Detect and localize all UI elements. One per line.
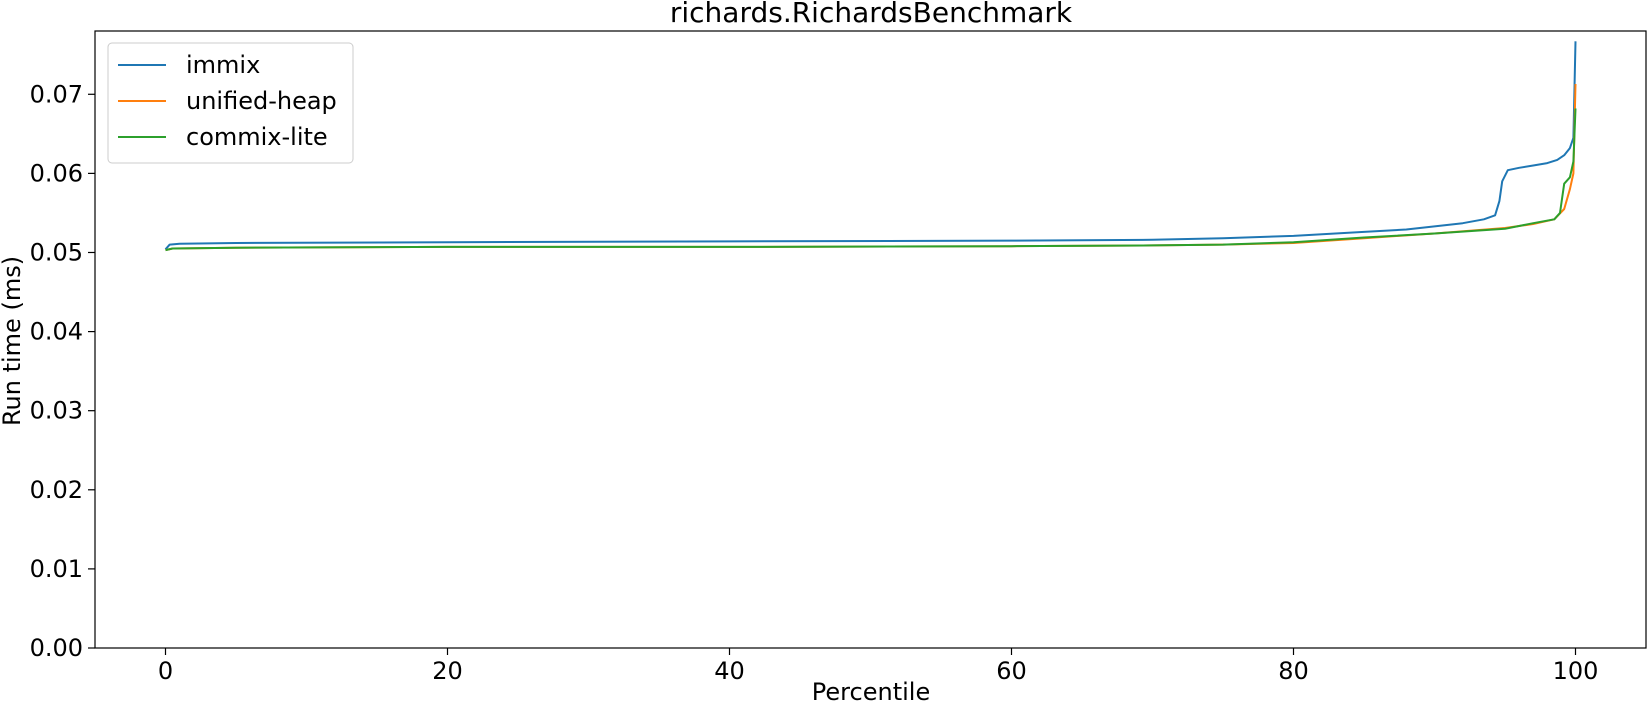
y-tick-label: 0.06	[30, 159, 83, 187]
x-axis: 0 20 40 60 80 100	[158, 648, 1599, 685]
x-axis-label: Percentile	[812, 678, 930, 706]
y-tick-label: 0.04	[30, 318, 83, 346]
y-tick-label: 0.00	[30, 634, 83, 662]
y-tick-label: 0.02	[30, 476, 83, 504]
legend: immix unified-heap commix-lite	[107, 42, 354, 164]
x-tick-label: 20	[432, 657, 463, 685]
series-lines	[164, 41, 1577, 252]
chart-title: richards.RichardsBenchmark	[670, 0, 1073, 29]
legend-box	[107, 42, 354, 164]
y-tick-label: 0.03	[30, 397, 83, 425]
x-tick-label: 60	[996, 657, 1027, 685]
y-tick-label: 0.07	[30, 80, 83, 108]
legend-label-commix-lite: commix-lite	[186, 123, 328, 151]
legend-label-unified-heap: unified-heap	[186, 87, 337, 115]
y-tick-label: 0.05	[30, 238, 83, 266]
x-tick-label: 40	[714, 657, 745, 685]
x-tick-label: 80	[1278, 657, 1309, 685]
y-axis-label: Run time (ms)	[0, 256, 26, 426]
y-tick-label: 0.01	[30, 555, 83, 583]
x-tick-label: 100	[1553, 657, 1599, 685]
x-tick-label: 0	[158, 657, 173, 685]
legend-label-immix: immix	[186, 51, 260, 79]
series-line-unified-heap	[165, 83, 1577, 252]
series-line-commix-lite	[165, 108, 1577, 252]
plot-area	[94, 30, 1647, 649]
series-line-immix	[164, 41, 1577, 250]
plot-frame	[94, 30, 1647, 649]
y-axis: 0.00 0.01 0.02 0.03 0.04 0.05 0.06 0.07	[30, 80, 95, 662]
